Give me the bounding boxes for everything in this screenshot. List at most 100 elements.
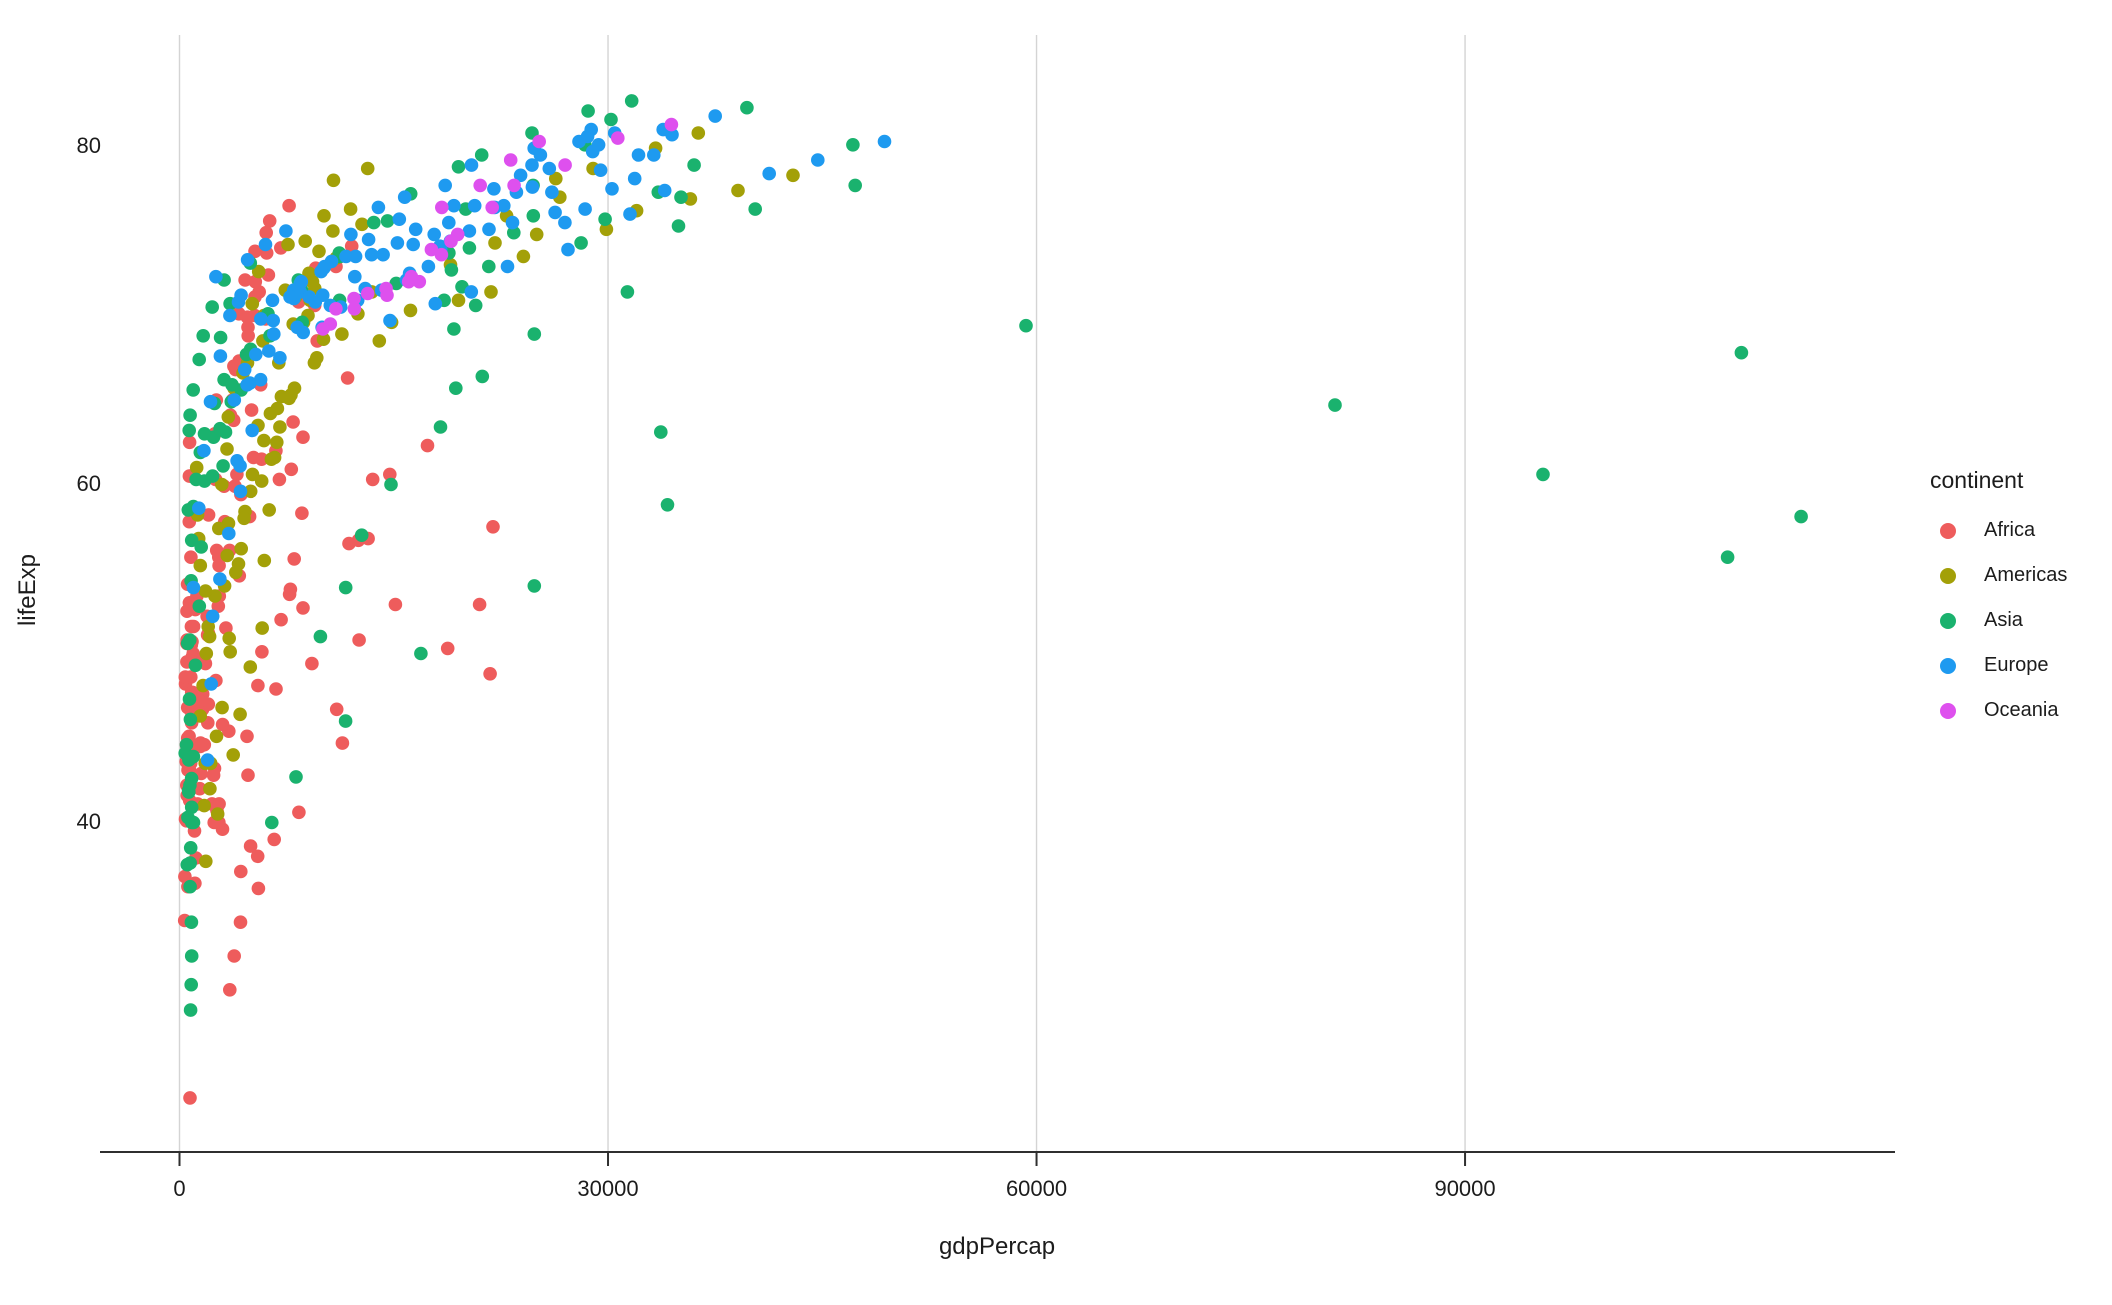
data-point-americas — [245, 467, 260, 482]
data-point-europe — [233, 459, 247, 473]
data-point-americas — [212, 521, 226, 536]
data-point-oceania — [347, 302, 362, 316]
x-tick-label-30000: 30000 — [577, 1176, 638, 1201]
data-point-americas — [223, 645, 237, 659]
data-point-africa — [440, 641, 455, 656]
data-point-africa — [243, 839, 258, 853]
data-point-africa — [234, 864, 248, 879]
data-point-asia — [1734, 345, 1749, 360]
data-point-africa — [383, 467, 397, 482]
data-point-europe — [605, 182, 619, 196]
data-point-americas — [360, 161, 375, 176]
data-point-americas — [786, 168, 800, 183]
data-point-europe — [500, 259, 515, 274]
data-point-asia — [183, 879, 197, 894]
data-point-asia — [205, 300, 219, 314]
data-point-asia — [846, 138, 860, 152]
data-point-africa — [259, 225, 274, 240]
data-point-europe — [487, 182, 501, 196]
data-point-europe — [213, 572, 227, 586]
data-point-africa — [282, 587, 297, 602]
data-point-europe — [623, 207, 637, 221]
data-point-americas — [226, 748, 240, 762]
data-point-asia — [527, 327, 542, 341]
data-point-asia — [671, 219, 686, 233]
data-point-americas — [355, 217, 369, 232]
data-point-africa — [352, 633, 366, 647]
data-point-europe — [593, 163, 608, 177]
data-point-africa — [251, 881, 266, 896]
data-point-africa — [344, 239, 359, 253]
data-point-asia — [213, 421, 227, 436]
data-point-africa — [269, 682, 283, 696]
data-point-asia — [213, 330, 228, 345]
data-point-asia — [313, 629, 328, 644]
data-point-asia — [289, 770, 303, 784]
data-point-europe — [234, 288, 248, 303]
data-point-europe — [561, 242, 575, 257]
data-point-europe — [442, 215, 456, 230]
data-point-oceania — [424, 242, 439, 257]
legend-item-americas: Americas — [1930, 553, 2067, 598]
data-point-africa — [251, 678, 265, 693]
data-point-americas — [335, 327, 349, 341]
data-point-africa — [255, 645, 269, 659]
data-point-asia — [526, 209, 541, 223]
data-point-asia — [507, 225, 521, 240]
data-point-asia — [183, 712, 198, 727]
data-point-europe — [525, 180, 540, 194]
data-point-africa — [241, 320, 255, 335]
data-point-africa — [267, 832, 282, 847]
data-point-europe — [200, 753, 215, 767]
data-point-americas — [484, 285, 498, 299]
data-point-americas — [245, 296, 260, 311]
data-point-asia — [1794, 509, 1808, 524]
legend-label-africa: Africa — [1984, 519, 2036, 541]
data-point-asia — [179, 737, 194, 752]
data-point-europe — [580, 129, 595, 144]
data-point-europe — [233, 484, 248, 499]
data-point-americas — [210, 807, 225, 821]
data-point-europe — [348, 269, 362, 284]
data-point-asia — [474, 148, 489, 162]
data-point-oceania — [485, 200, 500, 215]
data-point-africa — [215, 717, 230, 732]
data-point-europe — [227, 393, 242, 407]
data-point-europe — [647, 148, 661, 162]
data-point-africa — [223, 983, 237, 997]
data-point-europe — [631, 148, 646, 162]
data-point-oceania — [360, 286, 375, 301]
data-point-europe — [253, 312, 268, 326]
data-point-europe — [383, 313, 397, 328]
data-point-oceania — [329, 302, 343, 316]
data-point-americas — [549, 171, 563, 186]
data-point-asia — [196, 329, 210, 343]
y-axis-title: lifeExp — [14, 553, 41, 627]
data-point-asia — [338, 580, 353, 595]
data-point-asia — [182, 692, 197, 706]
data-point-africa — [254, 452, 269, 467]
data-point-americas — [305, 274, 320, 289]
data-point-asia — [604, 112, 618, 127]
data-point-americas — [197, 798, 211, 813]
data-point-europe — [222, 526, 236, 541]
data-point-europe — [525, 158, 539, 172]
x-tick-label-0: 0 — [173, 1176, 185, 1201]
data-point-oceania — [532, 134, 546, 149]
data-point-asia — [239, 347, 254, 362]
data-point-europe — [497, 198, 511, 213]
legend-item-oceania: Oceania — [1930, 688, 2067, 733]
data-point-africa — [365, 472, 380, 487]
data-point-americas — [202, 629, 217, 644]
data-point-americas — [691, 126, 706, 140]
data-point-europe — [192, 501, 206, 515]
data-point-africa — [296, 601, 310, 615]
data-point-asia — [192, 599, 207, 613]
data-point-americas — [403, 303, 418, 318]
data-point-americas — [203, 781, 217, 796]
data-point-oceania — [434, 247, 449, 262]
data-point-africa — [244, 403, 259, 417]
data-point-asia — [183, 633, 197, 647]
data-point-asia — [624, 94, 639, 108]
x-axis-title: gdpPercap — [938, 1233, 1056, 1260]
